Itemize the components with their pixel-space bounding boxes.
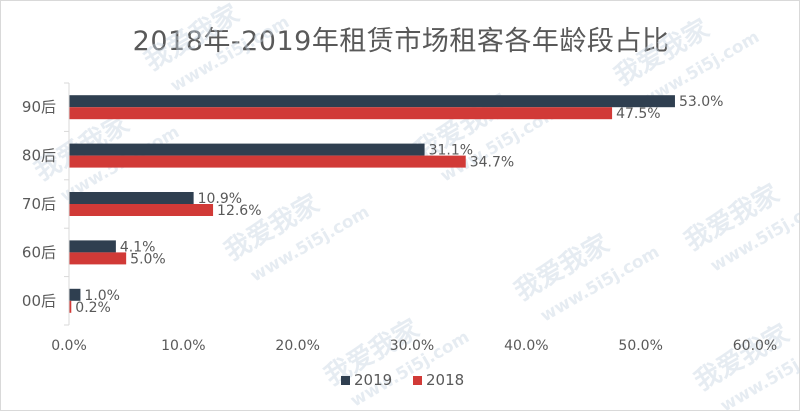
y-tick-label: 90后: [22, 98, 56, 116]
data-label: 1.0%: [84, 288, 120, 304]
x-tick-label: 50.0%: [618, 338, 662, 354]
data-label: 4.1%: [120, 239, 156, 255]
data-label: 0.2%: [75, 300, 111, 316]
bars-layer: [69, 95, 675, 313]
bar-2019: [69, 192, 194, 204]
bar-2019: [69, 95, 675, 108]
legend-label: 2019: [354, 371, 392, 389]
bar-2018: [69, 204, 214, 216]
y-tick-label: 70后: [22, 195, 56, 213]
legend-swatch-2019: [341, 376, 350, 385]
data-label: 10.9%: [198, 191, 242, 207]
labels-layer: 53.0% 47.5% 31.1%34.7% 10.9%12.6% 4.1%5.0% 1.…: [75, 94, 723, 316]
x-tick-label: 40.0%: [504, 338, 548, 354]
x-tick-label: 0.0%: [51, 338, 87, 354]
y-tick-label: 00后: [22, 292, 56, 310]
y-tick-label: 80后: [22, 147, 56, 165]
bar-2019: [69, 143, 425, 156]
bar-2018: [69, 252, 127, 265]
x-tick-label: 30.0%: [390, 338, 434, 354]
bar-2018: [69, 300, 72, 313]
bar-2018: [69, 107, 613, 120]
bar-2019: [69, 288, 81, 301]
data-label: 5.0%: [130, 251, 166, 267]
x-tick-label: 20.0%: [275, 338, 319, 354]
chart-title: 2018年-2019年租赁市场租客各年龄段占比: [132, 26, 670, 57]
data-label: 53.0%: [679, 94, 723, 110]
x-tick-label: 10.0%: [161, 338, 205, 354]
bar-2019: [69, 240, 116, 253]
legend-label: 2018: [426, 371, 464, 389]
x-tick-label: 60.0%: [733, 338, 777, 354]
y-tick-label: 60后: [22, 243, 56, 261]
data-label: 12.6%: [217, 203, 261, 219]
data-label: 47.5%: [616, 106, 660, 122]
data-label: 34.7%: [470, 155, 514, 171]
legend-layer: 2019 2018: [341, 371, 464, 389]
legend-swatch-2018: [413, 376, 422, 385]
data-label: 31.1%: [429, 143, 473, 159]
axis-layer: 90后 80后 70后 60后 00后 0.0% 10.0% 20.0% 30.0% 40.0% 5…: [22, 82, 777, 354]
bar-2018: [69, 155, 466, 168]
